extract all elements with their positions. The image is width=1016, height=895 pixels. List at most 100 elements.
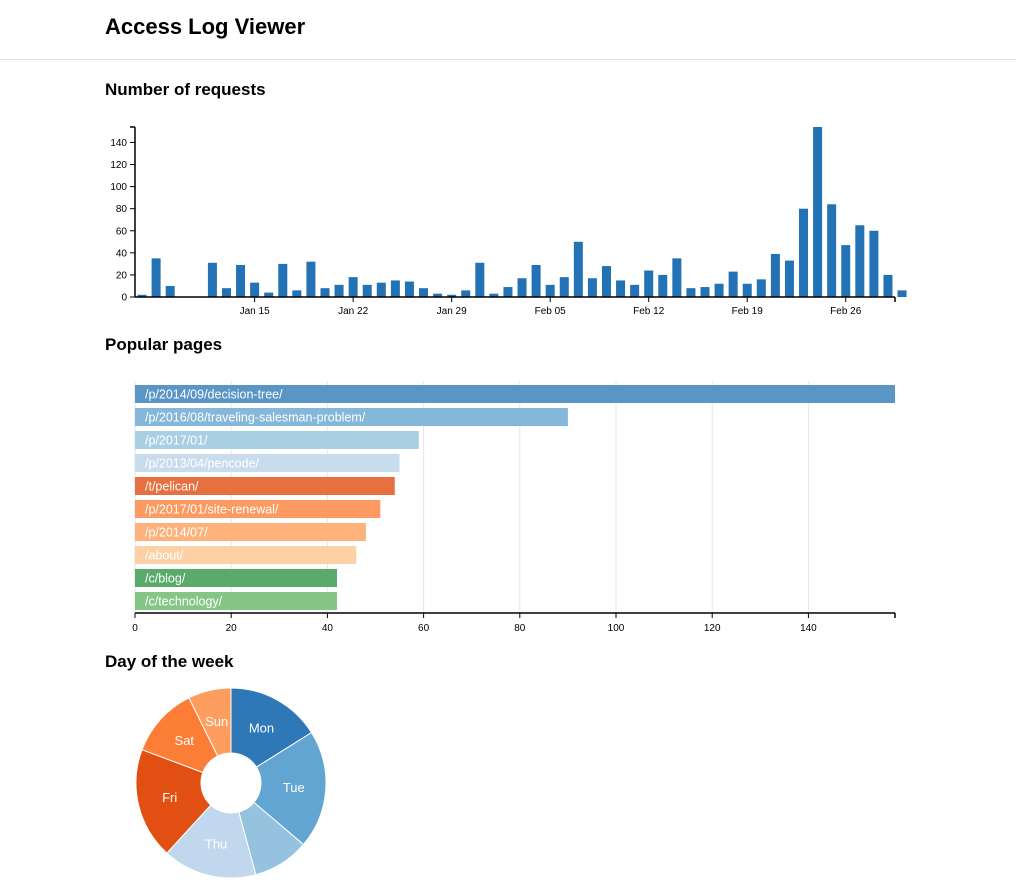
page-bar-label: /about/ [145, 549, 184, 563]
page-bar [135, 477, 395, 495]
requests-x-tick-label: Jan 22 [338, 306, 368, 317]
requests-x-tick-label: Feb 19 [732, 306, 764, 317]
requests-y-tick-label: 140 [110, 138, 127, 149]
requests-bar [236, 264, 246, 297]
requests-bar [813, 127, 823, 297]
requests-bar [841, 245, 851, 297]
requests-x-tick-label: Jan 15 [240, 306, 270, 317]
requests-bar [573, 241, 583, 297]
requests-y-tick-label: 120 [110, 160, 127, 171]
requests-x-tick-label: Feb 12 [633, 306, 665, 317]
requests-bar [404, 281, 414, 297]
requests-bar [348, 277, 358, 297]
pages-x-tick-label: 40 [322, 623, 334, 634]
requests-bar [714, 283, 724, 297]
requests-bar [559, 277, 569, 297]
requests-bar [601, 266, 611, 297]
weekday-slice [230, 687, 313, 768]
weekday-slice-label: Tue [283, 780, 305, 795]
page-bar [135, 431, 419, 449]
weekday-chart: Mon Tue Thu Fri Sat Sun [135, 687, 327, 879]
requests-bar [672, 258, 682, 297]
requests-bar [264, 292, 274, 297]
page-bar [135, 523, 366, 541]
requests-bar [320, 288, 330, 297]
requests-bar [221, 288, 231, 297]
weekday-section-title: Day of the week [105, 652, 234, 671]
pages-section-title: Popular pages [105, 335, 223, 354]
pages-x-tick-label: 80 [514, 623, 526, 634]
weekday-slice-label: Mon [249, 720, 274, 735]
requests-bar [517, 278, 527, 297]
pages-x-tick-label: 60 [418, 623, 430, 634]
page-bar-label: /t/pelican/ [145, 480, 199, 494]
app-title: Access Log Viewer [105, 14, 306, 39]
requests-bar [433, 293, 443, 297]
requests-bar [630, 284, 640, 297]
requests-bar [616, 280, 626, 297]
page-bar [135, 500, 381, 518]
requests-chart: 0 20 40 60 80 100 120 140 Jan 15 Jan 22 Jan 29 Feb … [110, 126, 907, 317]
header-bar: Access Log Viewer [0, 0, 1016, 60]
page-bar-label: /p/2016/08/traveling-salesman-problem/ [145, 411, 366, 425]
requests-bar [545, 284, 555, 297]
pages-x-tick-label: 20 [226, 623, 238, 634]
page-bar-label: /p/2013/04/pencode/ [145, 457, 260, 471]
page-bar-label: /p/2014/09/decision-tree/ [145, 388, 283, 402]
requests-bar [419, 288, 429, 297]
requests-bar [742, 283, 752, 297]
page-bar-label: /c/technology/ [145, 595, 223, 609]
page-bar [135, 569, 338, 587]
requests-bar [503, 287, 513, 297]
requests-bar [334, 284, 344, 297]
weekday-slice-label: Thu [205, 837, 227, 852]
page-bar-label: /p/2017/01/site-renewal/ [145, 503, 279, 517]
pages-x-tick-label: 140 [800, 623, 817, 634]
requests-bar [700, 287, 710, 297]
requests-bar [897, 290, 907, 297]
requests-bar [827, 204, 837, 297]
requests-bar [447, 294, 457, 297]
requests-y-tick-label: 40 [116, 248, 128, 259]
page-bar [135, 592, 338, 610]
requests-bar [686, 288, 696, 297]
requests-y-tick-label: 0 [121, 293, 127, 304]
weekday-slice [166, 804, 257, 879]
requests-y-tick-label: 100 [110, 182, 127, 193]
weekday-slice [188, 687, 232, 757]
requests-bar [869, 230, 879, 297]
requests-bar [151, 258, 161, 297]
page-bar-label: /c/blog/ [145, 572, 186, 586]
requests-bar [306, 261, 316, 297]
requests-bar [390, 280, 400, 297]
requests-bar [799, 208, 809, 297]
requests-y-tick-label: 60 [116, 226, 128, 237]
requests-bar [165, 285, 175, 297]
requests-bar [770, 253, 780, 297]
weekday-slice-label: Sat [175, 733, 195, 748]
page-bar [135, 546, 357, 564]
requests-bar [461, 290, 471, 297]
requests-bar [362, 284, 372, 297]
requests-bar [137, 294, 147, 297]
requests-x-tick-label: Jan 29 [437, 306, 467, 317]
page-bar [135, 385, 895, 403]
requests-y-tick-label: 20 [116, 270, 128, 281]
weekday-slice [135, 749, 212, 854]
requests-bar [489, 293, 499, 297]
weekday-slice [253, 731, 327, 846]
requests-bar [376, 282, 386, 297]
requests-bar [756, 279, 766, 297]
requests-bar [531, 264, 541, 297]
page-bar [135, 408, 568, 426]
pages-x-tick-label: 100 [608, 623, 625, 634]
requests-bar [644, 270, 654, 297]
requests-bar [207, 262, 217, 297]
page-bar [135, 454, 400, 472]
pages-x-tick-label: 120 [704, 623, 721, 634]
page-bar-label: /p/2014/07/ [145, 526, 208, 540]
weekday-slice-label: Sun [205, 714, 228, 729]
requests-bar [250, 282, 260, 297]
requests-x-tick-label: Feb 05 [535, 306, 567, 317]
popular-pages-chart: /p/2014/09/decision-tree/ /p/2016/08/trav… [132, 381, 896, 634]
